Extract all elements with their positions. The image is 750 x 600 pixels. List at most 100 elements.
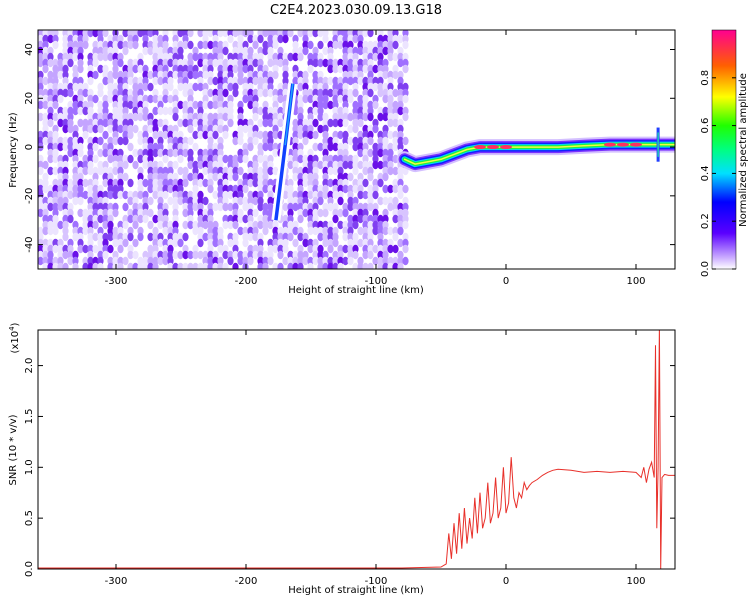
spectrogram-cell <box>397 106 404 116</box>
spectrogram-cell <box>392 40 399 50</box>
spectrogram-cell <box>212 202 219 212</box>
spectrogram-cell <box>127 262 134 269</box>
spectrogram-cell <box>152 46 159 56</box>
spectrogram-cell <box>127 40 134 50</box>
spectrogram-cell <box>197 250 204 260</box>
spectrogram-cell <box>297 262 304 269</box>
spectrogram-cell <box>247 166 254 176</box>
spectrogram-cell <box>137 184 144 194</box>
spectrogram-cell <box>297 82 304 92</box>
spectrogram-cell <box>277 82 284 92</box>
spectrogram-cell <box>352 184 359 194</box>
spectrogram-cell <box>337 58 344 68</box>
spectrogram-cell <box>322 118 329 128</box>
colorbar-label: Normalized spectral amplitude <box>738 73 749 227</box>
spectrogram-cell <box>312 100 319 110</box>
spectrogram-cell <box>387 52 394 62</box>
spectrogram-cell <box>182 82 189 92</box>
spectrogram-cell <box>242 118 249 128</box>
spectrogram-cell <box>307 172 314 182</box>
spectrogram-cell <box>177 64 184 74</box>
spectrogram-cell <box>112 238 119 248</box>
spectrogram-cell <box>232 136 239 146</box>
spectrogram-cell <box>257 250 264 260</box>
spectrogram-cell <box>187 148 194 158</box>
spectrogram-cell <box>367 70 374 80</box>
spectrogram-cell <box>177 30 184 38</box>
spectrogram-cell <box>252 244 259 254</box>
spectrogram-cell <box>207 148 214 158</box>
spectrogram-cell <box>317 82 324 92</box>
spectrogram-cell <box>82 82 89 92</box>
spectrogram-cell <box>197 160 204 170</box>
spectrogram-cell <box>47 70 54 80</box>
spectrogram-cell <box>57 166 64 176</box>
spectrogram-cell <box>342 76 349 86</box>
spectrogram-cell <box>87 100 94 110</box>
spectrogram-cell <box>362 202 369 212</box>
spectrogram-cell <box>282 244 289 254</box>
spectrogram-cell <box>137 52 144 62</box>
spectrogram-cell <box>232 244 239 254</box>
spectrogram-cell <box>397 238 404 248</box>
spectrogram-cell <box>327 58 334 68</box>
spectrogram-cell <box>52 88 59 98</box>
spectrogram-cell <box>247 124 254 134</box>
spectrogram-cell <box>77 190 84 200</box>
spectrogram-cell <box>342 52 349 62</box>
spectrogram-cell <box>242 238 249 248</box>
spectrogram-cell <box>42 88 49 98</box>
spectrogram-cell <box>187 64 194 74</box>
spectrogram-cell <box>382 256 389 266</box>
spectrogram-cell <box>242 52 249 62</box>
spectrogram-cell <box>97 88 104 98</box>
spectrogram-cell <box>97 46 104 56</box>
spectrogram-cell <box>92 40 99 50</box>
spectrogram-cell <box>362 142 369 152</box>
spectrogram-cell <box>132 214 139 224</box>
spectrogram-cell <box>182 196 189 206</box>
spectrogram-cell <box>377 106 384 116</box>
spectrogram-cell <box>72 124 79 134</box>
spectrogram-cell <box>397 52 404 62</box>
spectrogram-cell <box>142 148 149 158</box>
spectrogram-cell <box>67 184 74 194</box>
spectrogram-cell <box>87 220 94 230</box>
spectrogram-cell <box>47 226 54 236</box>
spectrogram-cell <box>347 124 354 134</box>
spectrogram-cell <box>382 250 389 260</box>
spectrogram-cell <box>47 112 54 122</box>
spectrogram-cell <box>112 226 119 236</box>
spectrogram-cell <box>292 250 299 260</box>
spectrogram-cell <box>242 196 249 206</box>
spectrogram-cell <box>312 46 319 56</box>
spectrogram-cell <box>357 58 364 68</box>
spectrogram-cell <box>202 148 209 158</box>
spectrogram-cell <box>132 88 139 98</box>
spectrogram-cell <box>72 160 79 170</box>
spectrogram-cell <box>337 220 344 230</box>
spectrogram-cell <box>82 154 89 164</box>
spectrogram-cell <box>247 34 254 44</box>
spectrogram-cell <box>157 136 164 146</box>
spectrogram-cell <box>402 136 409 146</box>
spectrogram-cell <box>227 76 234 86</box>
spectrogram-cell <box>207 76 214 86</box>
spectrogram-cell <box>277 106 284 116</box>
spectrogram-cell <box>82 178 89 188</box>
spectrogram-cell <box>167 94 174 104</box>
spectrogram-cell <box>172 58 179 68</box>
spectrogram-cell <box>262 142 269 152</box>
spectrogram-cell <box>107 208 114 218</box>
spectrogram-cell <box>247 178 254 188</box>
spectrogram-cell <box>257 262 264 269</box>
spectrogram-cell <box>202 100 209 110</box>
spectrogram-cell <box>307 184 314 194</box>
spectrogram-cell <box>232 214 239 224</box>
spectrogram-cell <box>137 232 144 242</box>
spectrogram-cell <box>297 214 304 224</box>
spectrogram-cell <box>177 196 184 206</box>
signal-hotspot <box>500 145 512 150</box>
spectrogram-cell <box>137 154 144 164</box>
